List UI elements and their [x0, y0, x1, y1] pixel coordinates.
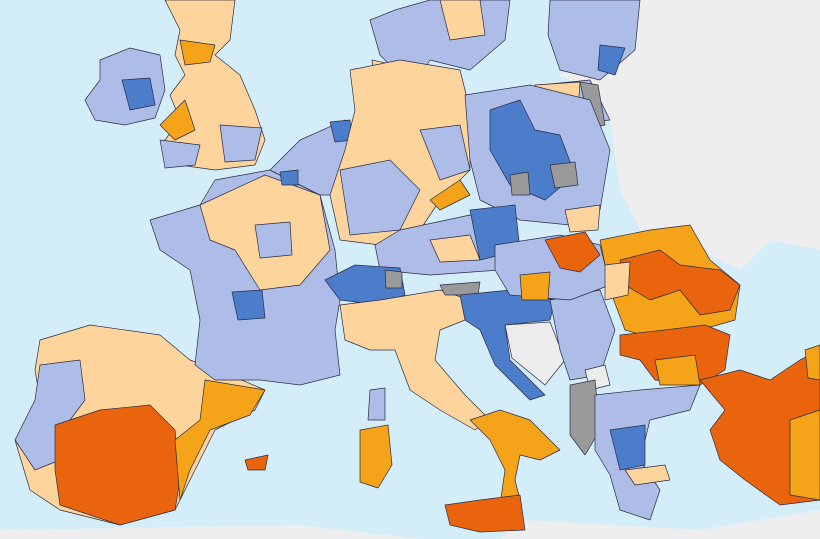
region: [219, 124, 263, 163]
region: [174, 379, 266, 501]
region: [789, 409, 820, 501]
region: [359, 424, 393, 489]
region: [609, 424, 646, 471]
region: [279, 169, 299, 186]
region: [549, 161, 579, 189]
region: [519, 271, 551, 301]
region: [231, 289, 266, 321]
background-land: [0, 525, 420, 539]
region: [339, 159, 421, 236]
region: [367, 387, 386, 421]
region: [444, 494, 526, 533]
region: [439, 0, 486, 41]
region: [244, 454, 269, 471]
region: [504, 321, 566, 386]
region: [159, 99, 196, 141]
region: [569, 379, 601, 456]
region: [544, 231, 601, 273]
region: [384, 269, 403, 289]
region: [121, 77, 156, 111]
region: [419, 124, 471, 181]
region: [619, 249, 741, 316]
region: [429, 179, 471, 211]
region: [597, 44, 626, 76]
region: [159, 139, 201, 169]
region: [179, 39, 216, 66]
background-land: [560, 0, 820, 270]
region: [564, 204, 601, 233]
background-land: [500, 510, 820, 539]
region: [54, 404, 181, 526]
region: [604, 261, 631, 301]
region: [624, 464, 671, 486]
region: [509, 171, 531, 196]
region: [469, 409, 561, 506]
region: [804, 344, 820, 381]
region: [254, 221, 293, 259]
region: [654, 354, 701, 386]
